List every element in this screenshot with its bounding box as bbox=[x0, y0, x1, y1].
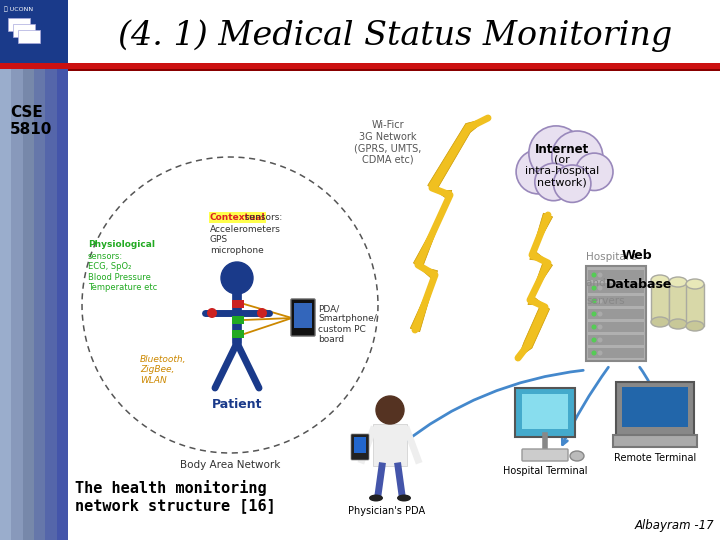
Bar bbox=[0, 0, 12, 540]
Circle shape bbox=[598, 312, 603, 316]
Circle shape bbox=[592, 286, 596, 291]
Polygon shape bbox=[410, 118, 488, 332]
Text: Bluetooth,
ZigBee,
WLAN: Bluetooth, ZigBee, WLAN bbox=[140, 355, 186, 385]
Bar bbox=[0, 63, 720, 69]
Circle shape bbox=[552, 131, 603, 182]
Text: (or
intra-hospital
network): (or intra-hospital network) bbox=[525, 154, 599, 187]
Circle shape bbox=[221, 262, 253, 294]
Bar bbox=[588, 270, 644, 280]
Bar bbox=[232, 330, 244, 338]
Bar bbox=[588, 322, 644, 332]
Text: Physician's PDA: Physician's PDA bbox=[348, 506, 426, 516]
Ellipse shape bbox=[669, 277, 687, 287]
Text: sensors:
ECG, SpO₂
Blood Pressure
Temperature etc: sensors: ECG, SpO₂ Blood Pressure Temper… bbox=[88, 252, 157, 292]
FancyBboxPatch shape bbox=[515, 388, 575, 437]
FancyBboxPatch shape bbox=[291, 299, 315, 336]
Bar bbox=[294, 303, 312, 328]
FancyBboxPatch shape bbox=[616, 382, 694, 436]
Text: Remote Terminal: Remote Terminal bbox=[614, 453, 696, 463]
Circle shape bbox=[592, 338, 596, 342]
Text: (4. 1) Medical Status Monitoring: (4. 1) Medical Status Monitoring bbox=[118, 19, 672, 52]
Bar bbox=[588, 296, 644, 306]
Bar bbox=[588, 283, 644, 293]
Circle shape bbox=[257, 308, 267, 318]
Bar bbox=[354, 437, 366, 453]
Text: Contextual: Contextual bbox=[210, 213, 266, 222]
Bar bbox=[686, 284, 704, 326]
Text: CSE
5810: CSE 5810 bbox=[10, 105, 53, 137]
Circle shape bbox=[592, 325, 596, 329]
Circle shape bbox=[598, 338, 603, 342]
Bar bbox=[34, 0, 45, 540]
Polygon shape bbox=[518, 213, 553, 358]
Ellipse shape bbox=[570, 451, 584, 461]
Bar bbox=[68, 69, 720, 71]
Bar bbox=[0, 0, 68, 68]
Text: Physiological: Physiological bbox=[88, 240, 155, 249]
FancyBboxPatch shape bbox=[586, 266, 646, 361]
Text: The health monitoring
network structure [16]: The health monitoring network structure … bbox=[75, 480, 276, 514]
Text: Internet: Internet bbox=[535, 143, 589, 156]
Text: Accelerometers
GPS
microphone: Accelerometers GPS microphone bbox=[210, 225, 281, 255]
Circle shape bbox=[598, 325, 603, 329]
Circle shape bbox=[554, 165, 591, 202]
Circle shape bbox=[598, 286, 603, 291]
Text: Patient: Patient bbox=[212, 398, 262, 411]
Circle shape bbox=[516, 150, 560, 194]
Bar bbox=[232, 300, 244, 308]
Bar bbox=[588, 348, 644, 358]
Ellipse shape bbox=[669, 319, 687, 329]
Circle shape bbox=[575, 153, 613, 191]
FancyBboxPatch shape bbox=[522, 449, 568, 461]
Text: Database: Database bbox=[606, 278, 672, 291]
Circle shape bbox=[535, 163, 572, 201]
Ellipse shape bbox=[686, 321, 704, 331]
Text: sensors:: sensors: bbox=[242, 213, 282, 222]
Bar bbox=[57, 0, 68, 540]
Bar bbox=[622, 387, 688, 427]
Circle shape bbox=[598, 350, 603, 355]
Ellipse shape bbox=[651, 275, 669, 285]
Bar bbox=[588, 335, 644, 345]
Text: Ⓞ UCONN: Ⓞ UCONN bbox=[4, 6, 33, 11]
Circle shape bbox=[592, 273, 596, 278]
FancyBboxPatch shape bbox=[8, 18, 30, 31]
Circle shape bbox=[592, 312, 596, 316]
Text: Hospital Terminal: Hospital Terminal bbox=[503, 466, 588, 476]
FancyBboxPatch shape bbox=[13, 24, 35, 37]
Text: Hospital's: Hospital's bbox=[586, 252, 640, 262]
Ellipse shape bbox=[651, 317, 669, 327]
Circle shape bbox=[529, 126, 583, 180]
Circle shape bbox=[207, 308, 217, 318]
Ellipse shape bbox=[397, 495, 411, 502]
Bar bbox=[588, 309, 644, 319]
Bar bbox=[12, 0, 22, 540]
Ellipse shape bbox=[686, 279, 704, 289]
Bar bbox=[651, 280, 669, 322]
Ellipse shape bbox=[369, 495, 383, 502]
Bar bbox=[522, 394, 568, 429]
FancyBboxPatch shape bbox=[18, 30, 40, 43]
Bar bbox=[45, 0, 57, 540]
Circle shape bbox=[598, 273, 603, 278]
Text: and: and bbox=[586, 278, 609, 288]
Bar bbox=[232, 316, 244, 324]
Text: Web: Web bbox=[622, 249, 652, 262]
Circle shape bbox=[592, 299, 596, 303]
Bar bbox=[22, 0, 34, 540]
FancyBboxPatch shape bbox=[613, 435, 697, 447]
Text: Wi-Ficr
3G Network
(GPRS, UMTS,
CDMA etc): Wi-Ficr 3G Network (GPRS, UMTS, CDMA etc… bbox=[354, 120, 422, 165]
Text: Body Area Network: Body Area Network bbox=[180, 460, 280, 470]
Circle shape bbox=[376, 396, 404, 424]
FancyBboxPatch shape bbox=[373, 424, 407, 466]
Text: servers: servers bbox=[586, 296, 625, 306]
Text: PDA/
Smartphone/
custom PC
board: PDA/ Smartphone/ custom PC board bbox=[318, 304, 377, 344]
Bar bbox=[669, 282, 687, 324]
Circle shape bbox=[598, 299, 603, 303]
Text: Albayram -17: Albayram -17 bbox=[634, 519, 714, 532]
Circle shape bbox=[592, 350, 596, 355]
FancyBboxPatch shape bbox=[351, 434, 369, 460]
